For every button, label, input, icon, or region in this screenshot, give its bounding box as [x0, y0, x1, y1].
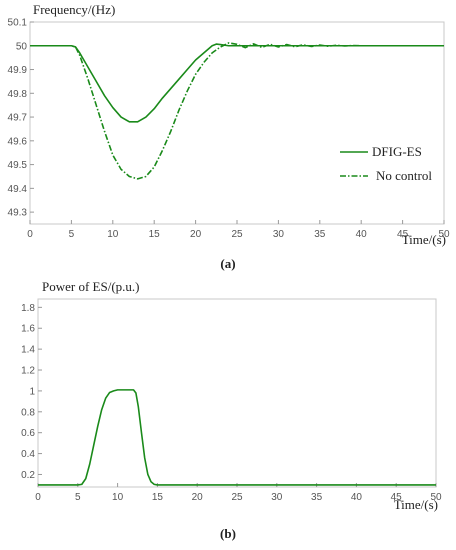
y-tick-label: 0.8: [21, 407, 35, 418]
x-tick-label: 15: [149, 229, 161, 240]
x-tick-label: 20: [192, 492, 204, 503]
panel-b-x-ticks: 0 5 10 15 20 25 30 35 40 45 50: [35, 483, 442, 503]
x-tick-label: 35: [311, 492, 323, 503]
y-tick-label: 49.4: [8, 184, 28, 195]
panel-b-series: [38, 389, 436, 486]
x-tick-label: 25: [231, 492, 243, 503]
x-tick-label: 0: [27, 229, 33, 240]
x-tick-label: 0: [35, 492, 41, 503]
y-tick-label: 1.6: [21, 324, 35, 335]
panel-a-legend: DFIG-ES No control: [340, 144, 432, 183]
y-tick-label: 49.5: [8, 160, 28, 171]
panel-a-series: [30, 42, 444, 180]
y-tick-label: 49.8: [8, 89, 28, 100]
x-tick-label: 50: [438, 229, 450, 240]
x-tick-label: 45: [391, 492, 403, 503]
panel-b: 0 5 10 15 20 25 30 35 40 45 50 0.2 0.4 0.6 0.8 1 1.2 1.4…: [21, 279, 442, 541]
y-tick-label: 1.4: [21, 345, 35, 356]
x-tick-label: 10: [107, 229, 119, 240]
x-tick-label: 40: [356, 229, 368, 240]
series-line-dfig-es: [30, 43, 444, 123]
y-tick-label: 49.9: [8, 65, 28, 76]
y-tick-label: 49.7: [8, 113, 28, 124]
x-tick-label: 30: [271, 492, 283, 503]
legend-label-no-control: No control: [376, 168, 432, 183]
x-tick-label: 50: [430, 492, 442, 503]
panel-a-y-ticks: 49.3 49.4 49.5 49.6 49.7 49.8 49.9 50 50.1: [8, 18, 34, 219]
y-tick-label: 50: [16, 41, 28, 52]
panel-b-caption: (b): [220, 526, 236, 541]
y-tick-label: 49.3: [8, 208, 28, 219]
panel-b-y-ticks: 0.2 0.4 0.6 0.8 1 1.2 1.4 1.6 1.8: [21, 303, 42, 481]
panel-a-caption: (a): [220, 256, 235, 271]
y-tick-label: 49.6: [8, 136, 28, 147]
series-line-series-0: [38, 389, 436, 486]
panel-a: 0 5 10 15 20 25 30 35 40 45 50 49.349.449.549.649.…: [8, 2, 450, 271]
y-tick-label: 50.1: [8, 18, 28, 29]
y-tick-label: 0.2: [21, 470, 35, 481]
x-tick-label: 5: [69, 229, 75, 240]
y-tick-label: 1: [29, 386, 35, 397]
y-tick-label: 1.8: [21, 303, 35, 314]
panel-b-y-label: Power of ES/(p.u.): [42, 279, 140, 294]
x-tick-label: 10: [112, 492, 124, 503]
series-line-no-control: [30, 42, 444, 180]
panel-b-plot-area: [37, 298, 437, 488]
panel-a-y-label: Frequency/(Hz): [33, 2, 115, 17]
x-tick-label: 15: [152, 492, 164, 503]
panel-b-x-label: Time/(s): [394, 497, 438, 512]
panel-a-plot-area: [29, 21, 445, 225]
x-tick-label: 5: [75, 492, 81, 503]
x-tick-label: 35: [314, 229, 326, 240]
x-tick-label: 40: [351, 492, 363, 503]
x-tick-label: 45: [397, 229, 409, 240]
y-tick-label: 1.2: [21, 366, 35, 377]
x-tick-label: 25: [231, 229, 243, 240]
y-tick-label: 0.6: [21, 428, 35, 439]
x-tick-label: 30: [273, 229, 285, 240]
panel-a-x-label: Time/(s): [402, 232, 446, 247]
panel-a-x-ticks: 0 5 10 15 20 25 30 35 40 45 50: [27, 220, 450, 240]
x-tick-label: 20: [190, 229, 202, 240]
y-tick-label: 0.4: [21, 449, 35, 460]
legend-label-dfig-es: DFIG-ES: [372, 144, 422, 159]
